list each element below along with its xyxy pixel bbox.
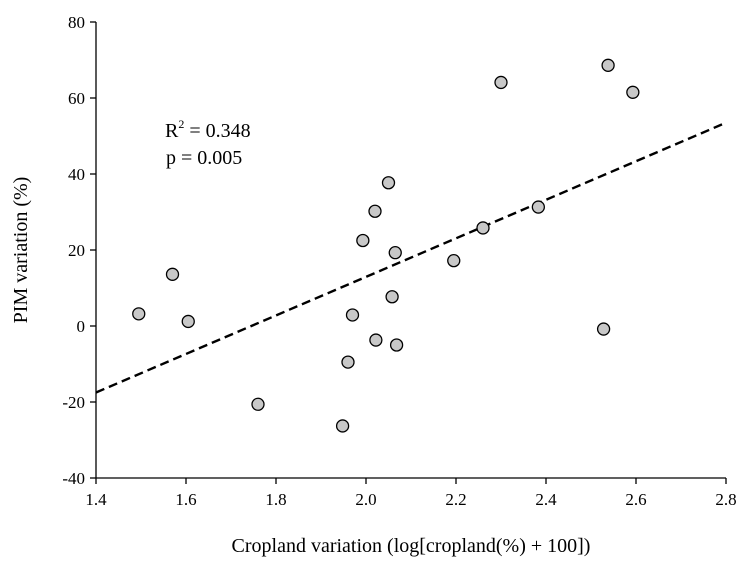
data-point (447, 253, 461, 268)
r2-prefix: R (165, 120, 179, 142)
data-point (345, 308, 360, 322)
x-tick-label: 2.0 (355, 490, 376, 509)
y-tick-label: -20 (62, 393, 85, 412)
data-point (165, 267, 180, 281)
data-point (601, 58, 615, 72)
r2-exponent: 2 (178, 117, 184, 131)
x-tick-label: 1.6 (175, 490, 196, 509)
data-point (388, 246, 402, 260)
data-point (389, 338, 404, 352)
x-tick-label: 2.6 (625, 490, 646, 509)
data-point (132, 307, 146, 321)
data-points (132, 58, 640, 433)
r2-value: = 0.348 (184, 120, 250, 142)
y-tick-label: 80 (68, 13, 85, 32)
y-tick-label: 60 (68, 89, 85, 108)
x-tick-label: 2.2 (445, 490, 466, 509)
data-point (385, 290, 399, 304)
data-point (251, 397, 265, 411)
x-axis-title: Cropland variation (log[cropland(%) + 10… (232, 535, 591, 557)
data-point (476, 221, 490, 235)
y-tick-label: 20 (68, 241, 85, 260)
data-point (494, 75, 508, 90)
data-point (181, 314, 195, 329)
x-tick-label: 2.8 (715, 490, 736, 509)
x-tick-label: 1.8 (265, 490, 286, 509)
data-point (369, 333, 383, 347)
x-tick-label: 1.4 (85, 490, 107, 509)
y-tick-label: 0 (77, 317, 86, 336)
y-axis-title: PIM variation (%) (10, 177, 32, 324)
data-point (341, 355, 355, 369)
data-point (626, 85, 640, 99)
data-point (335, 419, 350, 433)
data-point (368, 204, 382, 218)
data-point (531, 200, 545, 214)
axis-ticks: -40 -20 0 20 40 60 80 1.4 1.6 1.8 2.0 2.2 2.4 2.6 2.8 (62, 13, 736, 509)
trendline-layer (95, 121, 727, 394)
y-tick-label: 40 (68, 165, 85, 184)
trendline (95, 121, 727, 394)
y-tick-label: -40 (62, 469, 85, 488)
x-tick-label: 2.4 (535, 490, 557, 509)
data-point (596, 322, 611, 336)
data-point (356, 233, 370, 248)
p-value-annotation: p = 0.005 (166, 147, 242, 169)
data-point (381, 176, 396, 190)
r-squared-annotation: R2 = 0.348 (165, 117, 251, 142)
